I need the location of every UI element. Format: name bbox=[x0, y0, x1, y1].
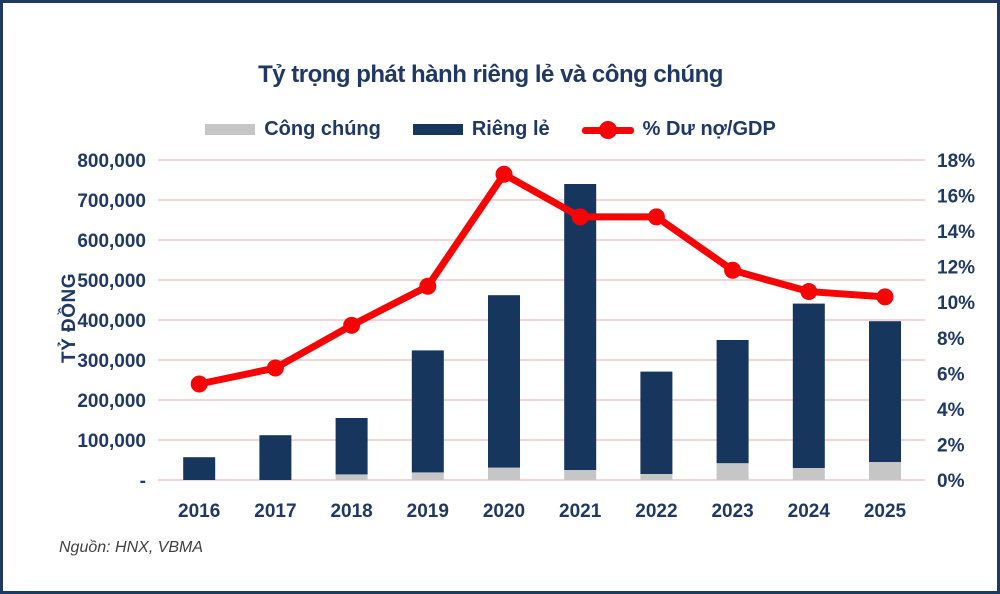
y-axis-left-tick-label: 100,000 bbox=[77, 431, 146, 452]
bar-rieng-le-2016 bbox=[183, 457, 216, 480]
legend-label-du-no-gdp: % Dư nợ/GDP bbox=[642, 118, 776, 140]
bar-cong-chung-2021 bbox=[564, 470, 597, 480]
bar-rieng-le-2020 bbox=[488, 295, 520, 468]
y-axis-right-tick-label: 12% bbox=[937, 258, 975, 279]
bar-rieng-le-2023 bbox=[716, 340, 749, 464]
bar-rieng-le-2018 bbox=[335, 418, 368, 475]
y-axis-left-tick-label: 600,000 bbox=[77, 231, 146, 252]
bar-cong-chung-2025 bbox=[869, 462, 901, 480]
x-axis-tick-label: 2018 bbox=[330, 501, 372, 522]
bar-rieng-le-2025 bbox=[869, 321, 901, 462]
x-axis-tick-label: 2025 bbox=[864, 501, 907, 522]
line-marker-2025 bbox=[876, 288, 894, 306]
y-axis-right-tick-label: 4% bbox=[937, 400, 965, 421]
line-marker-2022 bbox=[647, 208, 665, 226]
bar-cong-chung-2024 bbox=[792, 468, 825, 480]
y-axis-left-tick-label: 700,000 bbox=[77, 191, 146, 212]
legend-item-du-no-gdp: % Dư nợ/GDP bbox=[581, 118, 776, 141]
x-axis-tick-label: 2016 bbox=[178, 501, 220, 522]
y-axis-left-tick-label: 800,000 bbox=[77, 151, 146, 172]
bar-rieng-le-2021 bbox=[564, 184, 597, 470]
legend-label-cong-chung: Công chúng bbox=[264, 118, 381, 140]
line-marker-2019 bbox=[419, 277, 437, 295]
legend-swatch-cong-chung bbox=[205, 124, 256, 135]
bar-rieng-le-2017 bbox=[259, 435, 292, 480]
legend-line-dot bbox=[598, 120, 617, 139]
x-axis-tick-label: 2022 bbox=[635, 501, 677, 522]
bar-cong-chung-2018 bbox=[335, 474, 368, 480]
y-axis-left-tick-label: - bbox=[140, 471, 146, 492]
y-axis-right-tick-label: 6% bbox=[937, 364, 965, 385]
y-axis-left-tick-label: 200,000 bbox=[77, 391, 146, 412]
line-marker-2018 bbox=[343, 316, 361, 334]
y-axis-right-tick-label: 14% bbox=[937, 222, 975, 243]
line-marker-2017 bbox=[266, 359, 284, 377]
line-marker-2024 bbox=[800, 283, 818, 301]
legend-line-marker-icon bbox=[581, 120, 634, 139]
bar-cong-chung-2023 bbox=[716, 463, 749, 480]
y-axis-left-tick-label: 300,000 bbox=[77, 351, 146, 372]
line-du-no-gdp bbox=[195, 170, 889, 388]
legend: Công chúng Riêng lẻ % Dư nợ/GDP bbox=[3, 118, 978, 141]
legend-label-rieng-le: Riêng lẻ bbox=[471, 118, 550, 140]
y-axis-right-tick-label: 10% bbox=[937, 293, 975, 314]
bar-cong-chung-2020 bbox=[488, 467, 520, 480]
line-marker-2023 bbox=[724, 261, 742, 279]
bar-cong-chung-2019 bbox=[411, 472, 444, 480]
bar-rieng-le-2022 bbox=[640, 371, 673, 474]
y-axis-right-tick-label: 0% bbox=[937, 471, 965, 492]
y-axis-right-tick-label: 2% bbox=[937, 435, 965, 456]
legend-swatch-rieng-le bbox=[412, 124, 463, 135]
legend-item-rieng-le: Riêng lẻ bbox=[412, 118, 550, 141]
legend-item-cong-chung: Công chúng bbox=[205, 118, 381, 141]
bar-cong-chung-2022 bbox=[640, 474, 673, 480]
x-axis-tick-label: 2023 bbox=[711, 501, 753, 522]
y-axis-right-tick-label: 18% bbox=[937, 151, 975, 172]
chart-title: Tỷ trọng phát hành riêng lẻ và công chún… bbox=[258, 61, 723, 88]
bar-rieng-le-2019 bbox=[411, 350, 444, 473]
bar-rieng-le-2024 bbox=[792, 303, 825, 468]
x-axis-tick-label: 2024 bbox=[788, 501, 831, 522]
chart-svg: - 100,000 200,000 300,000 400,000 500,000 600,… bbox=[77, 151, 975, 522]
x-axis-tick-label: 2019 bbox=[407, 501, 449, 522]
x-axis-tick-label: 2021 bbox=[559, 501, 602, 522]
y-axis-left-tick-label: 500,000 bbox=[77, 271, 146, 292]
line-marker-2016 bbox=[190, 375, 208, 393]
y-axis-right-tick-label: 8% bbox=[937, 329, 965, 350]
line-marker-2020 bbox=[495, 165, 513, 183]
x-axis-tick-label: 2020 bbox=[483, 501, 525, 522]
y-axis-left-tick-label: 400,000 bbox=[77, 311, 146, 332]
x-axis-tick-label: 2017 bbox=[254, 501, 296, 522]
y-axis-right-tick-label: 16% bbox=[937, 187, 975, 208]
line-marker-2021 bbox=[571, 208, 589, 226]
source-note: Nguồn: HNX, VBMA bbox=[59, 539, 204, 556]
